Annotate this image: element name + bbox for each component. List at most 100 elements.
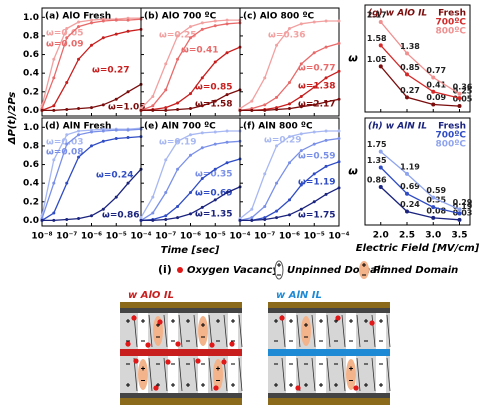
data-point (275, 210, 278, 213)
data-point (263, 76, 266, 79)
data-point (325, 20, 328, 23)
data-point (102, 130, 105, 133)
data-point (151, 219, 154, 222)
data-point (151, 109, 154, 112)
data-point (325, 130, 328, 133)
data-point (77, 107, 80, 110)
data-point (405, 95, 409, 99)
value-label: 0.77 (426, 66, 446, 75)
oxygen-vacancy (221, 359, 226, 364)
data-point (164, 106, 167, 109)
data-point (288, 81, 291, 84)
data-point (127, 136, 130, 139)
data-point (226, 19, 229, 22)
data-point (176, 216, 179, 219)
data-point (338, 98, 341, 101)
data-point (313, 130, 316, 133)
data-point (226, 141, 229, 144)
x-tick-label: 10⁻⁴ (328, 232, 349, 242)
data-point (338, 186, 341, 189)
data-point (201, 28, 204, 31)
x-tick-label: 2.0 (373, 231, 389, 241)
data-point (263, 103, 266, 106)
oxygen-vacancy (157, 319, 162, 324)
value-label: 1.75 (367, 140, 387, 149)
data-point (458, 96, 462, 100)
oxygen-vacancy (195, 358, 200, 363)
series-label: ω=0.27 (92, 66, 130, 76)
data-point (288, 198, 291, 201)
data-point (226, 93, 229, 96)
data-point (115, 129, 118, 132)
y-tick-label: 0.2 (23, 197, 39, 207)
series-label: ω=0.24 (96, 171, 134, 181)
data-point (65, 182, 68, 185)
data-point (164, 218, 167, 221)
data-point (140, 109, 143, 112)
data-point (115, 33, 118, 36)
data-point (77, 217, 80, 220)
value-label: 2.17 (367, 11, 387, 20)
data-point (115, 98, 118, 101)
data-point (77, 25, 80, 28)
data-point (41, 219, 44, 222)
data-point (226, 130, 229, 133)
data-point (226, 51, 229, 54)
value-label: 1.58 (367, 34, 387, 43)
data-point (189, 133, 192, 136)
data-point (52, 76, 55, 79)
domain-stripe (316, 313, 326, 349)
data-point (288, 102, 291, 105)
domain-stripe (316, 356, 326, 393)
panel-title: (c) AlO 800 ºC (243, 12, 315, 22)
value-label: 0.85 (400, 63, 420, 72)
data-point (379, 43, 383, 47)
electrode (120, 398, 242, 405)
data-point (189, 107, 192, 110)
series-label: ω=0.41 (181, 46, 219, 56)
data-point (127, 129, 130, 132)
legend-text: Pinned Domain (373, 265, 458, 276)
y-tick-label: 0.0 (23, 216, 39, 226)
data-point (65, 143, 68, 146)
data-point (250, 208, 253, 211)
data-point (189, 212, 192, 215)
oxygen-vacancy (335, 315, 340, 320)
value-label: 0.86 (367, 175, 387, 184)
data-point (405, 192, 409, 196)
domain-stripe (228, 356, 238, 393)
data-point (214, 20, 217, 23)
data-point (115, 196, 118, 199)
data-point (338, 160, 341, 163)
data-point (164, 62, 167, 65)
electrode (268, 308, 390, 313)
y-tick-label: 1.0 (23, 13, 39, 23)
series-label: ω=0.29 (264, 136, 302, 146)
data-point (90, 19, 93, 22)
data-point (77, 133, 80, 136)
data-point (90, 21, 93, 24)
pinned-domain (213, 359, 223, 390)
data-point (325, 165, 328, 168)
data-point (127, 182, 130, 185)
domain-stripe (376, 313, 386, 349)
data-point (176, 58, 179, 61)
panel-title: (e) AlN 700 ºC (144, 122, 216, 132)
data-point (189, 191, 192, 194)
data-point (250, 216, 253, 219)
data-point (90, 214, 93, 217)
data-point (164, 191, 167, 194)
data-point (176, 108, 179, 111)
y-axis-label: ω (348, 165, 358, 178)
data-point (338, 42, 341, 45)
data-point (214, 24, 217, 27)
data-point (77, 130, 80, 133)
data-point (65, 133, 68, 136)
data-point (52, 109, 55, 112)
data-point (226, 22, 229, 25)
data-point (250, 109, 253, 112)
data-point (164, 88, 167, 91)
data-point (300, 22, 303, 25)
oxygen-vacancy (165, 359, 170, 364)
data-point (90, 144, 93, 147)
